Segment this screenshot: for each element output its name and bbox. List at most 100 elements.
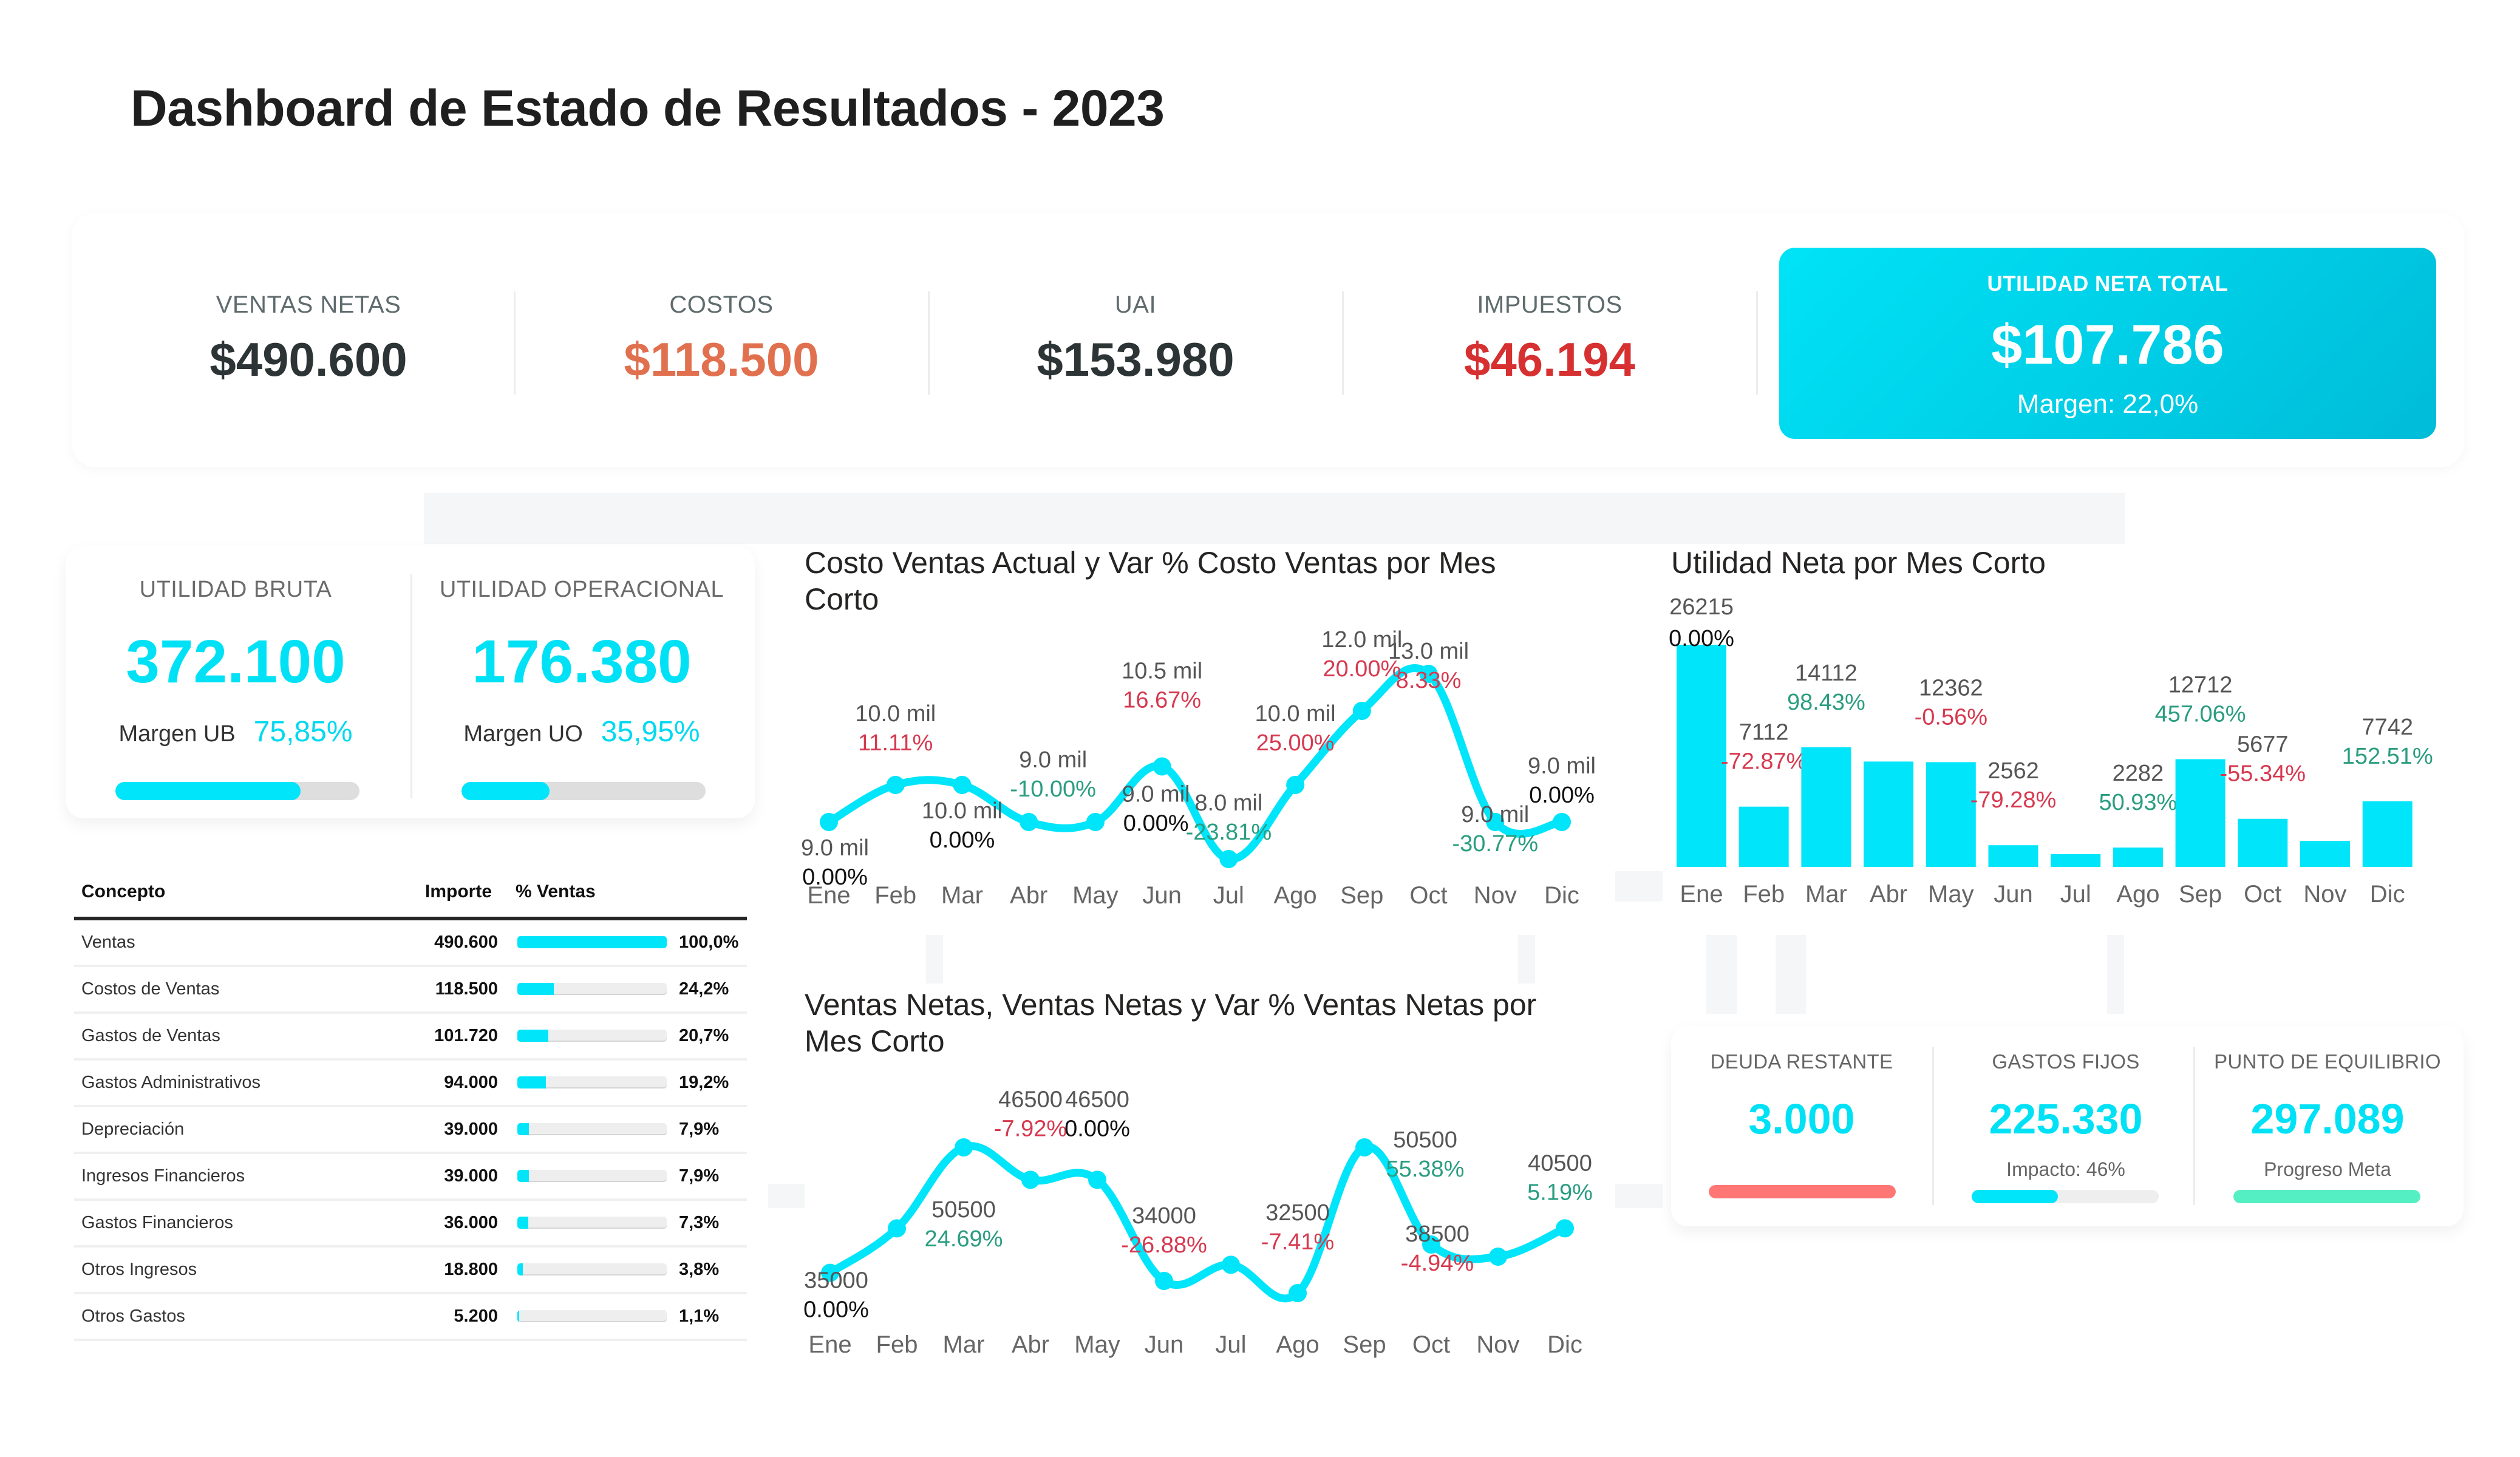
bar [2113, 847, 2163, 867]
table-row[interactable]: Ingresos Financieros 39.000 7,9% [74, 1154, 747, 1201]
row-pct-fill [517, 1076, 547, 1089]
table-row[interactable]: Costos de Ventas 118.500 24,2% [74, 967, 747, 1014]
table-row[interactable]: Otros Gastos 5.200 1,1% [74, 1294, 747, 1341]
data-point [1153, 757, 1171, 776]
header-pct-ventas[interactable]: % Ventas [516, 881, 596, 902]
x-tick-label: Ene [1680, 881, 1723, 908]
progress-fill [2233, 1190, 2420, 1203]
data-point [1155, 1272, 1173, 1290]
row-importe: 101.720 [434, 1026, 498, 1045]
kpi-label: PUNTO DE EQUILIBRIO [2214, 1050, 2441, 1073]
background-band [424, 493, 2125, 544]
data-point [1422, 1235, 1440, 1254]
table-row[interactable]: Ventas 490.600 100,0% [74, 920, 747, 967]
data-value-label: 9.0 mil [801, 835, 869, 861]
x-tick-label: Abr [1012, 1331, 1049, 1358]
chart-title-line: Corto [805, 582, 879, 616]
data-value-label: 14112 [1795, 661, 1858, 686]
data-pct-label: -23.81% [1186, 820, 1272, 845]
progress-fill [1709, 1185, 1896, 1198]
kpi-label: UAI [1114, 291, 1157, 318]
data-value-label: 10.0 mil [855, 701, 936, 727]
x-tick-label: Jul [2060, 881, 2091, 908]
margin-ub-progress [115, 782, 359, 800]
row-pct: 19,2% [679, 1073, 729, 1092]
data-pct-label: 457.06% [2155, 702, 2246, 727]
data-pct-label: 0.00% [1529, 783, 1595, 808]
bar [1988, 845, 2038, 867]
chart-title-line: Mes Corto [805, 1024, 945, 1058]
kpi-ventas-netas: VENTAS NETAS $490.600 [102, 291, 515, 387]
kpi-divider [1342, 291, 1344, 395]
background-band [1776, 935, 1806, 1014]
income-statement-table: Concepto Importe % Ventas Ventas 490.600 1… [74, 874, 747, 1341]
row-importe: 39.000 [444, 1119, 498, 1139]
table-row[interactable]: Gastos Administrativos 94.000 19,2% [74, 1061, 747, 1107]
ventas-netas-line-chart: Ene Feb Mar Abr May Jun Jul Ago Sep Oct Nov Dic 3500… [803, 1087, 1593, 1358]
x-tick-label: Ago [1274, 882, 1317, 909]
x-tick-label: Sep [2179, 881, 2222, 908]
bar [2051, 854, 2101, 867]
x-tick-label: Sep [1343, 1331, 1386, 1358]
row-pct: 20,7% [679, 1026, 729, 1045]
row-importe: 18.800 [444, 1260, 498, 1279]
utilidad-neta-bar-chart: Ene 26215 0.00% Feb 7112 -72.87% Mar 14112 98.43… [1669, 595, 2433, 908]
margin-label: Margen UO [463, 721, 583, 747]
bar [1864, 761, 1914, 867]
data-value-label: 50500 [1393, 1127, 1457, 1153]
table-row[interactable]: Depreciación 39.000 7,9% [74, 1107, 747, 1154]
kpi-divider [1756, 291, 1758, 395]
data-point [1489, 1248, 1507, 1266]
data-point [1219, 850, 1238, 868]
kpi-value: 225.330 [1989, 1095, 2143, 1143]
data-pct-label: 0.00% [802, 864, 868, 890]
row-pct-fill [517, 1310, 519, 1322]
row-pct-fill [517, 1263, 523, 1275]
bar [2238, 818, 2288, 867]
chart-title-line: Costo Ventas Actual y Var % Costo Ventas… [805, 546, 1496, 580]
table-row[interactable]: Gastos Financieros 36.000 7,3% [74, 1201, 747, 1248]
data-point [955, 1138, 973, 1156]
utilidad-value: 372.100 [126, 628, 346, 696]
table-row[interactable]: Gastos de Ventas 101.720 20,7% [74, 1014, 747, 1061]
row-pct: 7,9% [679, 1119, 720, 1139]
x-tick-label: Feb [876, 1331, 918, 1358]
row-pct-fill [517, 1123, 530, 1135]
x-tick-label: Ago [1276, 1331, 1319, 1358]
utilidad-neta-chart-title: Utilidad Neta por Mes Corto [1671, 546, 2046, 580]
kpi-label: IMPUESTOS [1477, 291, 1623, 318]
table-row[interactable]: Otros Ingresos 18.800 3,8% [74, 1248, 747, 1294]
row-pct-fill [517, 1030, 548, 1042]
header-concepto[interactable]: Concepto [81, 881, 166, 902]
kpi-costos: COSTOS $118.500 [515, 291, 928, 387]
row-pct-fill [517, 936, 667, 948]
data-pct-label: 55.38% [1386, 1156, 1465, 1182]
bar [1738, 806, 1789, 867]
x-tick-label: May [1072, 882, 1119, 909]
kpi-divider [514, 291, 516, 395]
row-concepto: Depreciación [81, 1119, 185, 1139]
top-kpi-panel: VENTAS NETAS $490.600 COSTOS $118.500 UA… [72, 212, 2464, 467]
x-tick-label: Feb [1743, 881, 1785, 908]
kpi-divider [928, 291, 930, 395]
row-pct-fill [517, 1217, 528, 1229]
data-pct-label: 25.00% [1256, 730, 1335, 756]
data-pct-label: 8.33% [1396, 668, 1462, 693]
background-band [2107, 935, 2124, 1014]
data-pct-label: 0.00% [930, 827, 995, 853]
kpi-value: 297.089 [2250, 1095, 2405, 1143]
row-pct-bar [517, 1030, 667, 1042]
row-pct: 7,9% [679, 1166, 720, 1186]
header-importe[interactable]: Importe [425, 881, 492, 902]
margin-uo-progress [461, 782, 706, 800]
row-concepto: Ventas [81, 932, 135, 952]
x-tick-label: Ago [2116, 881, 2159, 908]
row-pct: 7,3% [679, 1213, 720, 1232]
data-value-label: 9.0 mil [1528, 753, 1596, 779]
progress-fill [1972, 1190, 2058, 1203]
x-tick-label: Jul [1215, 1331, 1246, 1358]
deuda-progress [1709, 1185, 1896, 1198]
data-point [1289, 1284, 1307, 1302]
data-pct-label: 16.67% [1123, 688, 1201, 713]
data-point [820, 813, 838, 831]
